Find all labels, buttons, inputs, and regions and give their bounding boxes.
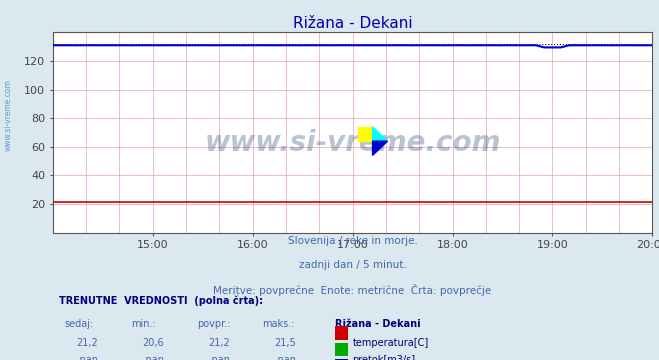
Text: min.:: min.: bbox=[130, 319, 156, 329]
Text: Meritve: povprečne  Enote: metrične  Črta: povprečje: Meritve: povprečne Enote: metrične Črta:… bbox=[214, 284, 492, 296]
Bar bbox=[335, 343, 348, 356]
Text: 21,2: 21,2 bbox=[209, 338, 231, 348]
Text: pretok[m3/s]: pretok[m3/s] bbox=[353, 355, 416, 360]
Text: -nan: -nan bbox=[209, 355, 231, 360]
Text: -nan: -nan bbox=[275, 355, 297, 360]
Text: -nan: -nan bbox=[142, 355, 165, 360]
Text: sedaj:: sedaj: bbox=[65, 319, 94, 329]
Bar bbox=[358, 127, 372, 141]
Text: temperatura[C]: temperatura[C] bbox=[353, 338, 429, 348]
Bar bbox=[335, 326, 348, 339]
Text: Slovenija / reke in morje.: Slovenija / reke in morje. bbox=[287, 236, 418, 246]
Text: -nan: -nan bbox=[76, 355, 99, 360]
Bar bbox=[335, 359, 348, 360]
Text: maks.:: maks.: bbox=[262, 319, 295, 329]
Title: Rižana - Dekani: Rižana - Dekani bbox=[293, 16, 413, 31]
Text: TRENUTNE  VREDNOSTI  (polna črta):: TRENUTNE VREDNOSTI (polna črta): bbox=[59, 295, 263, 306]
Text: zadnji dan / 5 minut.: zadnji dan / 5 minut. bbox=[299, 260, 407, 270]
Text: povpr.:: povpr.: bbox=[196, 319, 230, 329]
Text: 21,2: 21,2 bbox=[76, 338, 98, 348]
Text: Rižana - Dekani: Rižana - Dekani bbox=[335, 319, 420, 329]
Polygon shape bbox=[372, 141, 387, 156]
Text: 20,6: 20,6 bbox=[142, 338, 164, 348]
Text: 21,5: 21,5 bbox=[275, 338, 297, 348]
Polygon shape bbox=[372, 127, 387, 141]
Text: www.si-vreme.com: www.si-vreme.com bbox=[204, 129, 501, 157]
Text: www.si-vreme.com: www.si-vreme.com bbox=[3, 79, 13, 151]
